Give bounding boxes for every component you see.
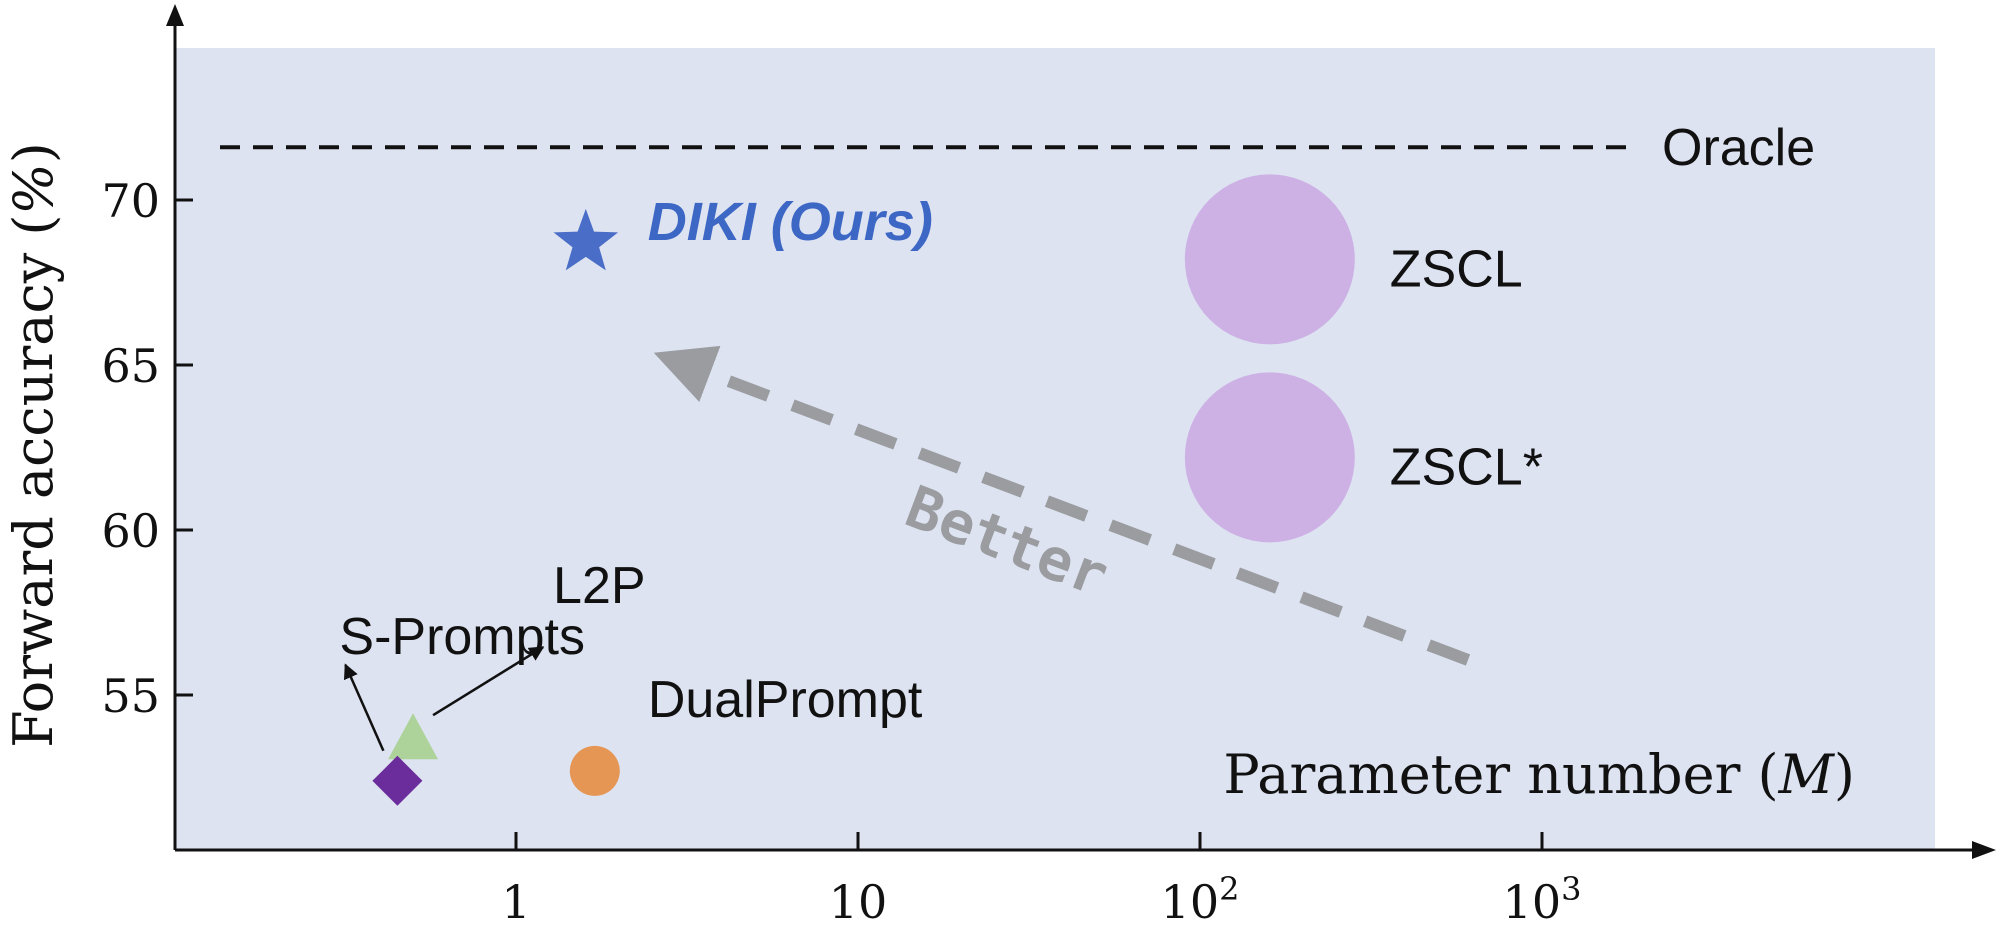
better-arrow: [653, 345, 1471, 666]
diki-ours-marker: [553, 208, 619, 271]
zscl-label: ZSCL: [1390, 240, 1523, 298]
zscl-marker: [1184, 174, 1355, 345]
y-axis-title: Forward accuracy (%): [2, 142, 65, 748]
s-prompts-marker: [372, 755, 423, 806]
x-axis-title: Parameter number (M): [1223, 743, 1855, 806]
x-tick-label: 103: [1503, 870, 1582, 929]
y-tick-label: 60: [101, 504, 160, 558]
oracle-label: Oracle: [1662, 119, 1815, 177]
x-tick-label: 1: [501, 875, 530, 929]
leader-arrows: [343, 646, 545, 752]
x-axis-arrowhead: [1972, 841, 1996, 859]
oracle-reference: Oracle: [220, 119, 1815, 177]
dualprompt-label: DualPrompt: [648, 671, 923, 729]
dualprompt-marker: [569, 745, 620, 796]
data-points: [372, 174, 1355, 806]
y-tick-label: 70: [101, 174, 160, 228]
diki-ours-label: DIKI (Ours): [648, 192, 933, 252]
l2p-marker: [388, 713, 439, 760]
zscl-label: ZSCL*: [1390, 438, 1543, 496]
y-axis-arrowhead: [166, 4, 184, 26]
l2p-label: L2P: [553, 557, 646, 615]
s-prompts-label: S-Prompts: [339, 608, 585, 666]
zscl-marker: [1184, 372, 1355, 543]
s-prompts-leader-arrow: [343, 663, 385, 752]
plot-area: [175, 48, 1935, 850]
axes: [166, 4, 1996, 859]
y-tick-label: 55: [101, 669, 160, 723]
y-ticks: 55 60 65 70: [101, 174, 193, 723]
x-tick-label: 102: [1161, 870, 1240, 929]
x-tick-label: 10: [829, 875, 888, 929]
l2p-leader-arrow: [432, 646, 545, 717]
y-tick-label: 65: [101, 339, 160, 393]
x-ticks: 1 10 102 103: [501, 832, 1581, 929]
